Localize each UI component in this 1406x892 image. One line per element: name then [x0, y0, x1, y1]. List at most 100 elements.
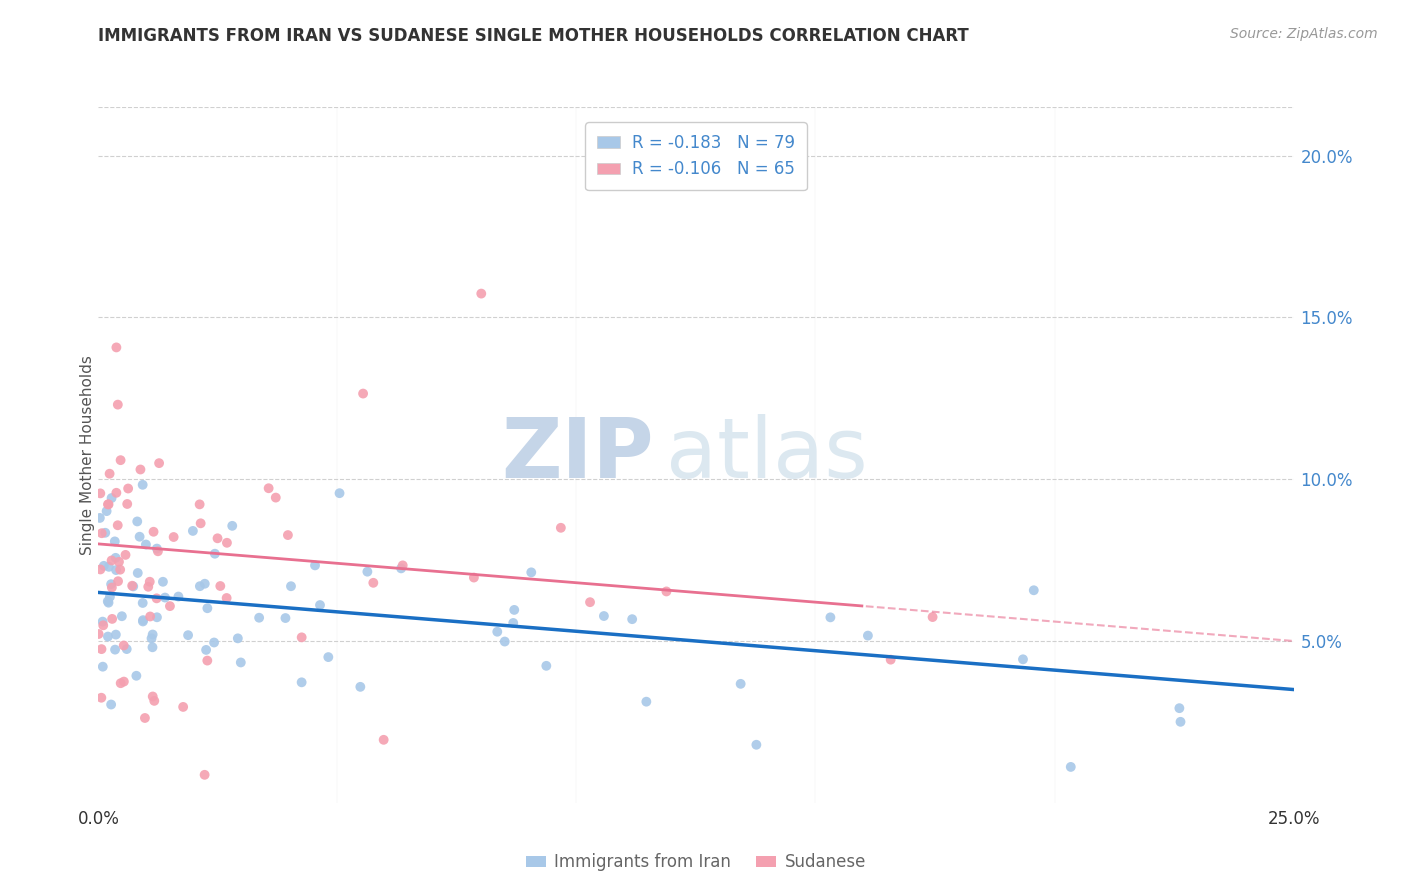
Point	[121, 579, 143, 593]
Point	[90, 690, 112, 705]
Point	[820, 610, 842, 624]
Point	[104, 642, 127, 657]
Point	[127, 566, 149, 580]
Point	[494, 634, 516, 648]
Point	[579, 595, 602, 609]
Point	[93, 558, 115, 573]
Point	[373, 732, 395, 747]
Point	[318, 650, 340, 665]
Point	[105, 485, 128, 500]
Point	[215, 536, 238, 550]
Point	[98, 590, 121, 604]
Point	[97, 594, 120, 608]
Point	[146, 610, 169, 624]
Point	[100, 577, 122, 591]
Text: Source: ZipAtlas.com: Source: ZipAtlas.com	[1230, 27, 1378, 41]
Point	[127, 515, 149, 529]
Point	[97, 497, 120, 511]
Y-axis label: Single Mother Households: Single Mother Households	[80, 355, 94, 555]
Point	[90, 642, 112, 657]
Point	[621, 612, 644, 626]
Point	[470, 286, 492, 301]
Point	[274, 611, 297, 625]
Point	[89, 562, 111, 576]
Point	[280, 579, 302, 593]
Point	[195, 643, 218, 657]
Point	[1060, 760, 1083, 774]
Point	[636, 695, 658, 709]
Point	[100, 491, 122, 505]
Point	[188, 497, 211, 511]
Point	[141, 640, 163, 655]
Point	[107, 398, 129, 412]
Point	[87, 627, 110, 641]
Point	[89, 486, 111, 500]
Point	[146, 541, 169, 556]
Point	[94, 525, 117, 540]
Point	[502, 615, 524, 630]
Point	[97, 559, 120, 574]
Point	[593, 609, 616, 624]
Point	[363, 575, 385, 590]
Point	[91, 615, 114, 629]
Point	[131, 478, 153, 492]
Point	[291, 675, 314, 690]
Point	[520, 566, 543, 580]
Point	[349, 680, 371, 694]
Point	[97, 630, 120, 644]
Text: ZIP: ZIP	[502, 415, 654, 495]
Point	[104, 534, 127, 549]
Point	[132, 613, 155, 627]
Point	[389, 561, 412, 575]
Point	[143, 694, 166, 708]
Point	[745, 738, 768, 752]
Point	[550, 521, 572, 535]
Point	[131, 596, 153, 610]
Point	[856, 629, 879, 643]
Point	[202, 635, 225, 649]
Point	[1170, 714, 1192, 729]
Point	[125, 669, 148, 683]
Point	[146, 544, 169, 558]
Point	[177, 628, 200, 642]
Point	[134, 711, 156, 725]
Point	[328, 486, 350, 500]
Point	[195, 601, 218, 615]
Point	[145, 591, 167, 606]
Point	[111, 609, 134, 624]
Point	[148, 456, 170, 470]
Point	[181, 524, 204, 538]
Point	[141, 632, 163, 646]
Text: atlas: atlas	[666, 415, 868, 495]
Point	[104, 550, 127, 565]
Point	[89, 511, 111, 525]
Point	[97, 596, 120, 610]
Point	[195, 654, 218, 668]
Point	[194, 768, 217, 782]
Point	[190, 516, 212, 531]
Point	[114, 548, 136, 562]
Point	[135, 537, 157, 551]
Point	[117, 482, 139, 496]
Text: IMMIGRANTS FROM IRAN VS SUDANESE SINGLE MOTHER HOUSEHOLDS CORRELATION CHART: IMMIGRANTS FROM IRAN VS SUDANESE SINGLE …	[98, 27, 969, 45]
Point	[101, 581, 124, 595]
Point	[304, 558, 326, 573]
Point	[110, 676, 132, 690]
Point	[112, 674, 135, 689]
Point	[247, 611, 270, 625]
Point	[215, 591, 238, 605]
Point	[115, 642, 138, 657]
Point	[107, 574, 129, 589]
Point	[879, 653, 901, 667]
Point	[115, 497, 138, 511]
Point	[655, 584, 678, 599]
Point	[136, 580, 159, 594]
Point	[536, 658, 558, 673]
Point	[1168, 701, 1191, 715]
Point	[352, 386, 374, 401]
Point	[1022, 583, 1045, 598]
Point	[105, 340, 128, 354]
Point	[129, 462, 152, 476]
Point	[921, 610, 943, 624]
Point	[463, 570, 485, 584]
